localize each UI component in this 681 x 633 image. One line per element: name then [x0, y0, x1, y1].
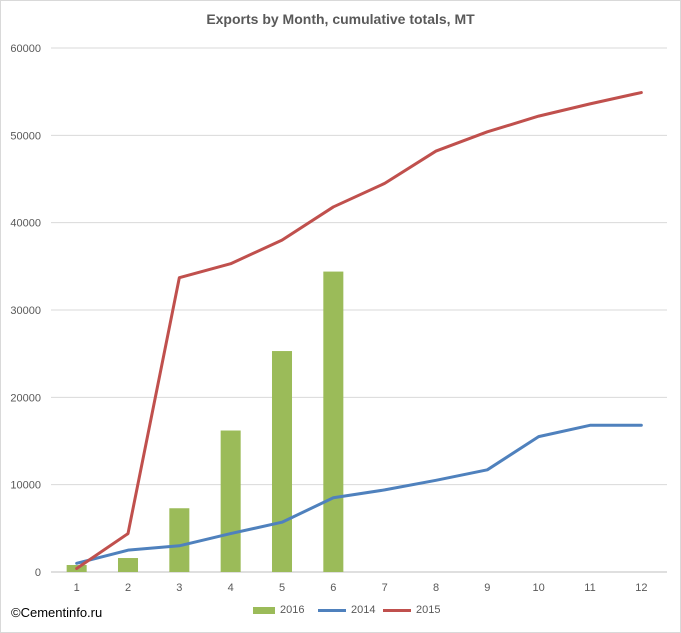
x-tick-label: 10 — [533, 582, 545, 594]
legend-swatch — [383, 608, 411, 612]
y-tick-label: 10000 — [10, 480, 41, 492]
y-tick-label: 20000 — [10, 392, 41, 404]
line-series — [75, 91, 643, 571]
x-tick-label: 1 — [74, 582, 80, 594]
x-tick-label: 3 — [176, 582, 182, 594]
bar-2016-month-5 — [271, 351, 293, 572]
legend-item-2015: 2015 — [383, 604, 440, 616]
gridlines — [51, 47, 667, 573]
bar-2016-month-3 — [169, 508, 190, 572]
bar-2016-month-2 — [117, 558, 139, 572]
x-tick-label: 4 — [228, 582, 234, 594]
x-tick-label: 7 — [382, 582, 388, 594]
legend-swatch — [318, 608, 346, 612]
chart-title: Exports by Month, cumulative totals, MT — [206, 11, 475, 27]
bar-series — [66, 271, 344, 572]
x-tick-label: 5 — [279, 582, 285, 594]
y-tick-label: 0 — [35, 567, 41, 579]
x-tick-label: 2 — [125, 582, 131, 594]
legend-label: 2015 — [416, 604, 441, 616]
x-axis-ticks: 1 2 3 4 5 6 7 8 9 10 11 12 — [74, 582, 648, 594]
y-tick-label: 30000 — [10, 305, 41, 317]
x-tick-label: 9 — [484, 582, 490, 594]
y-tick-label: 40000 — [10, 218, 41, 230]
legend-swatch — [253, 606, 275, 614]
x-tick-label: 8 — [433, 582, 439, 594]
x-tick-label: 6 — [330, 582, 336, 594]
legend-label: 2014 — [351, 604, 376, 616]
legend-label: 2016 — [280, 604, 305, 616]
x-tick-label: 12 — [635, 582, 647, 594]
x-tick-label: 11 — [584, 582, 595, 594]
y-tick-label: 60000 — [10, 43, 41, 55]
y-tick-label: 50000 — [10, 130, 41, 142]
line-series-2015 — [75, 91, 643, 571]
bar-2016-month-4 — [220, 430, 241, 572]
legend-item-2014: 2014 — [318, 604, 375, 616]
legend-item-2016: 2016 — [253, 604, 304, 616]
line-series-2014 — [75, 423, 643, 565]
y-axis-ticks: 0 10000 20000 30000 40000 50000 60000 — [10, 43, 41, 579]
watermark-text: ©Cementinfo.ru — [11, 605, 103, 620]
bar-2016-month-6 — [323, 271, 344, 572]
